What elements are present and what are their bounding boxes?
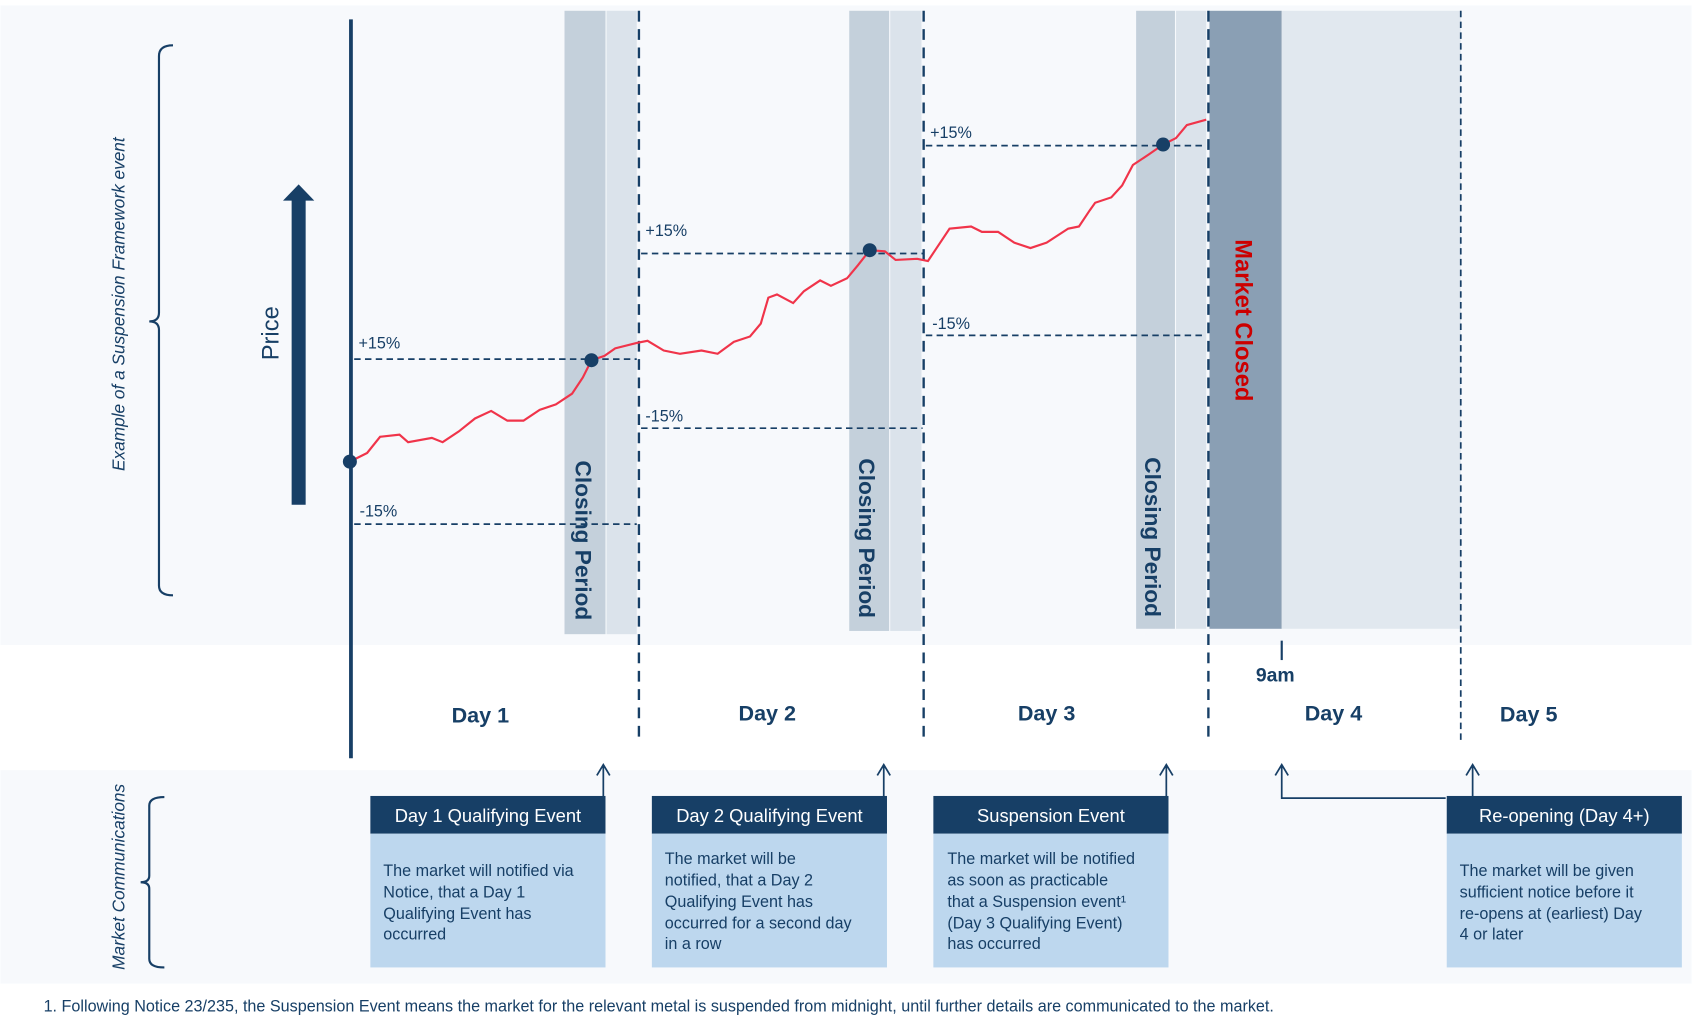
day-label-1: Day 1 <box>452 703 510 728</box>
box-body: The market will be notified as soon as p… <box>947 850 1139 953</box>
communication-arrows <box>596 763 1480 799</box>
box-title: Suspension Event <box>977 805 1125 826</box>
day3-breach-point <box>1156 137 1171 152</box>
closing-period-label: Closing Period <box>1140 457 1165 617</box>
box-body: The market will notified via Notice, tha… <box>383 862 578 944</box>
arrow-up-icon <box>1159 763 1174 796</box>
day-boundaries <box>637 10 1462 745</box>
closing-period-day2: Closing Period <box>849 10 922 631</box>
day1-upper-limit: +15% <box>359 334 401 352</box>
price-up-arrow-icon <box>283 184 315 505</box>
day-label-5: Day 5 <box>1500 702 1558 727</box>
price-line <box>349 118 1207 463</box>
arrow-up-icon <box>1465 763 1480 796</box>
closing-period-label: Closing Period <box>854 458 879 618</box>
closing-period-day3: Closing Period <box>1136 10 1207 629</box>
bottom-brace-icon <box>140 795 165 969</box>
threshold-lines: +15% -15% +15% -15% +15% -15% <box>354 124 1207 526</box>
day3-upper-limit: +15% <box>930 124 972 142</box>
day1-lower-limit: -15% <box>360 503 398 521</box>
communication-box-day2: Day 2 Qualifying Event The market will b… <box>651 795 887 968</box>
day-label-3: Day 3 <box>1018 700 1076 725</box>
communication-box-reopening: Re-opening (Day 4+) The market will be g… <box>1446 795 1682 968</box>
closing-period-label: Closing Period <box>570 461 595 621</box>
box-title: Day 2 Qualifying Event <box>676 805 862 826</box>
footnote: 1. Following Notice 23/235, the Suspensi… <box>44 998 1274 1016</box>
box-body: The market will be given sufficient noti… <box>1460 862 1647 944</box>
framework-event-label: Example of a Suspension Framework event <box>108 136 128 471</box>
communication-box-suspension: Suspension Event The market will be noti… <box>933 795 1169 968</box>
day3-lower-limit: -15% <box>932 315 970 333</box>
price-points <box>342 137 1171 469</box>
nine-am-label: 9am <box>1256 665 1295 687</box>
day2-lower-limit: -15% <box>645 408 683 426</box>
day1-breach-point <box>584 353 599 368</box>
box-body: The market will be notified, that a Day … <box>665 850 856 953</box>
communication-box-day1: Day 1 Qualifying Event The market will n… <box>370 795 606 968</box>
box-title: Re-opening (Day 4+) <box>1479 805 1650 826</box>
arrow-up-icon <box>1274 763 1446 799</box>
day2-upper-limit: +15% <box>645 222 687 240</box>
arrow-up-icon <box>876 763 891 796</box>
price-label: Price <box>259 306 285 360</box>
market-closed-label: Market Closed <box>1229 239 1255 401</box>
box-title: Day 1 Qualifying Event <box>395 805 581 826</box>
market-communications-label: Market Communications <box>108 783 128 969</box>
top-brace-icon <box>149 44 174 597</box>
day-label-2: Day 2 <box>738 700 796 725</box>
closing-period-day1: Closing Period <box>564 10 637 635</box>
day-label-4: Day 4 <box>1305 700 1363 725</box>
arrow-up-icon <box>596 763 611 796</box>
market-closed-band: Market Closed <box>1209 10 1461 629</box>
day2-breach-point <box>862 243 877 258</box>
